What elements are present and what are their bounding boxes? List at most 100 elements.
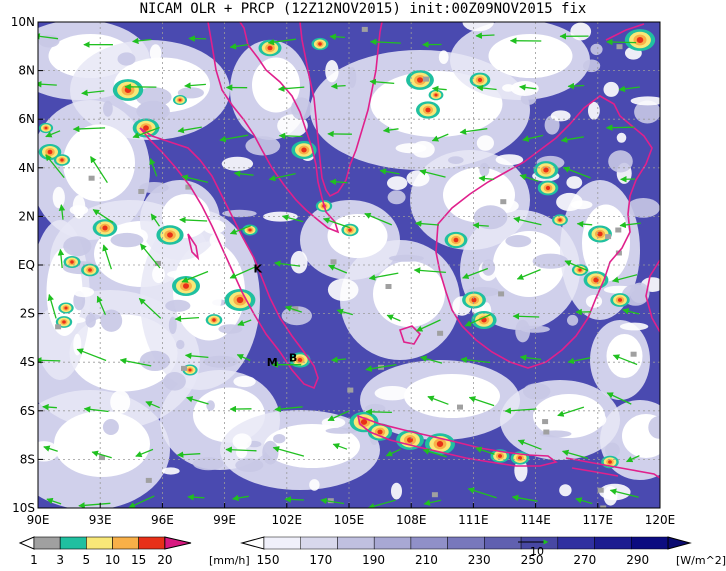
precip-cb-segment <box>112 536 139 550</box>
cloud-fleck <box>85 313 96 328</box>
cloud-core <box>173 241 245 341</box>
precip-cell-max <box>62 320 66 324</box>
precip-cell-max <box>558 218 562 222</box>
precip-cb-label: 15 <box>131 553 146 567</box>
wind-vector <box>47 293 57 319</box>
cloud-core <box>54 411 150 477</box>
cloud-fleck <box>177 87 204 99</box>
lat-tick-label: 10S <box>12 501 35 515</box>
cloud-fleck <box>481 104 492 113</box>
cloud-fleck <box>72 195 86 219</box>
wind-vector <box>472 222 489 229</box>
wind-vector <box>367 499 396 508</box>
wind-vector <box>379 168 400 175</box>
wind-vector <box>431 133 449 142</box>
cloud-fleck <box>209 232 226 248</box>
cloud-fleck <box>520 325 550 333</box>
cloud-fleck <box>73 333 82 356</box>
wind-vector <box>512 313 540 320</box>
wind-vector <box>420 355 443 364</box>
precip-cell-max <box>348 228 352 232</box>
cloud-core <box>582 204 630 282</box>
lat-tick-label: 2N <box>18 209 35 223</box>
cloud-fleck <box>321 417 346 428</box>
precip-cell-max <box>434 93 438 97</box>
precip-cell-max <box>236 296 244 304</box>
wind-vector <box>427 395 449 405</box>
cloud-fleck <box>222 209 257 218</box>
cloud-fleck <box>391 482 402 500</box>
cloud-fleck <box>559 484 572 497</box>
precip-cell-max <box>167 232 173 238</box>
wind-vector <box>272 446 305 457</box>
precip-cell-max <box>425 107 431 113</box>
olr-cb-segment <box>631 536 669 550</box>
cloud-fleck <box>387 176 408 191</box>
cloud-fleck <box>218 324 243 334</box>
precip-light <box>597 487 604 493</box>
lon-tick-label: 120E <box>645 513 676 527</box>
precip-cell-max <box>60 158 64 162</box>
cloud-fleck <box>505 235 532 248</box>
wind-vector <box>186 396 209 405</box>
cloud-fleck <box>102 458 125 468</box>
precip-light <box>361 26 368 32</box>
precip-light <box>292 306 299 312</box>
cloud-fleck <box>515 319 531 343</box>
olr-cb-segment <box>263 536 301 550</box>
cloud-core <box>264 424 360 468</box>
cloud-fleck <box>438 50 449 64</box>
cloud-fleck <box>473 205 508 230</box>
cloud-core <box>606 334 643 378</box>
olr-cb-segment <box>410 536 448 550</box>
wind-vector <box>281 214 304 223</box>
wind-vector <box>460 356 491 364</box>
cloud-fleck <box>605 442 620 458</box>
wind-vector <box>236 354 251 362</box>
cloud-core <box>327 214 388 258</box>
wind-vector <box>57 248 65 269</box>
cloud-fleck <box>390 107 402 122</box>
precip-field <box>38 26 656 508</box>
wind-vector <box>96 295 106 315</box>
lat-tick-label: 6N <box>18 112 35 126</box>
wind-vector <box>365 363 397 372</box>
cloud-fleck <box>236 446 248 459</box>
wind-vector <box>464 313 491 327</box>
cloud-fleck <box>103 100 113 117</box>
wind-vector <box>322 217 351 229</box>
wind-vector <box>422 448 447 458</box>
wind-vector <box>284 305 303 313</box>
cloud-fleck <box>102 419 119 435</box>
lat-tick-label: 10N <box>11 15 35 29</box>
cloud-fleck <box>221 156 254 171</box>
precip-cell-max <box>318 42 322 46</box>
coastline-java <box>356 414 558 467</box>
cloud-fleck <box>626 198 660 218</box>
wind-vector <box>174 315 200 322</box>
wind-vector <box>135 448 154 458</box>
precip-cell-max <box>377 429 383 435</box>
cloud-fleck <box>550 110 571 122</box>
precip-cell-max <box>453 237 459 243</box>
olr-cb-segment <box>594 536 632 550</box>
wind-vector <box>187 493 205 501</box>
cloud-fleck <box>608 150 633 173</box>
wind-vector <box>46 497 62 505</box>
wind-vector <box>564 260 589 272</box>
wind-vector <box>91 450 112 459</box>
cloud-fleck <box>567 314 579 326</box>
cloud-fleck <box>570 22 592 41</box>
precip-light <box>616 44 623 50</box>
olr-cb-segment <box>484 536 522 550</box>
wind-vector <box>575 497 593 505</box>
precip-cell-max <box>183 283 189 289</box>
station-label: B <box>289 351 297 364</box>
precip-light <box>138 189 145 194</box>
cloud-fleck <box>556 192 583 212</box>
cloud-fleck <box>202 219 226 234</box>
precip-cb-label: 5 <box>83 553 91 567</box>
wind-vector <box>605 124 635 131</box>
cloud-fleck <box>619 322 649 331</box>
wind-vector <box>611 274 638 283</box>
